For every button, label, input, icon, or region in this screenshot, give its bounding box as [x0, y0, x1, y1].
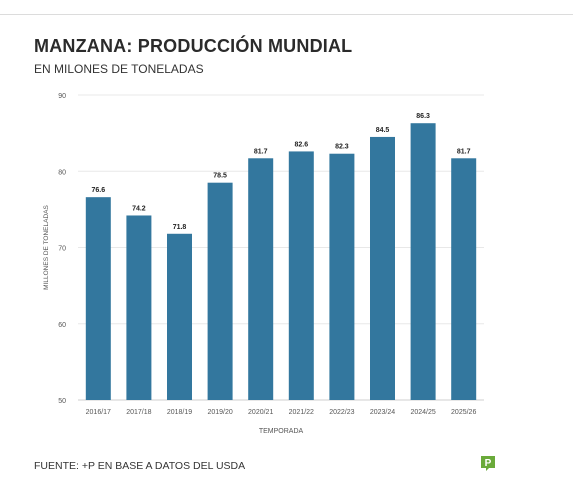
- bar: [370, 136, 395, 400]
- bar-value-label: 84.5: [376, 127, 390, 134]
- bar-value-label: 86.3: [416, 113, 430, 120]
- bar-value-label: 71.8: [173, 224, 187, 231]
- x-tick-label: 2021/22: [289, 409, 314, 416]
- brand-logo-icon: P: [481, 456, 495, 471]
- bar-value-label: 82.3: [335, 144, 349, 151]
- x-tick-label: 2019/20: [207, 409, 232, 416]
- bar-value-label: 81.7: [254, 148, 268, 155]
- bar: [248, 158, 274, 400]
- bar: [288, 151, 314, 400]
- chart-title: MANZANA: PRODUCCIÓN MUNDIAL: [34, 36, 353, 56]
- y-tick-label: 50: [58, 398, 66, 405]
- bar-value-label: 81.7: [457, 148, 471, 155]
- x-tick-label: 2017/18: [126, 409, 151, 416]
- y-tick-label: 80: [58, 169, 66, 176]
- bar-value-label: 76.6: [91, 187, 105, 194]
- bar-chart: 50 60 70 80 90 76.6 74.2 71.8 78.5 81.7 82.6 82.3 8…: [43, 93, 484, 435]
- bar: [207, 182, 233, 400]
- y-axis-ticks: 50 60 70 80 90: [58, 93, 66, 405]
- top-divider: [0, 14, 573, 15]
- bar: [410, 123, 436, 401]
- x-tick-label: 2020/21: [248, 409, 273, 416]
- bar: [451, 158, 477, 400]
- x-axis-title: TEMPORADA: [259, 428, 304, 435]
- bar: [329, 153, 355, 400]
- chart-subtitle: EN MILONES DE TONELADAS: [34, 62, 204, 76]
- bar: [126, 215, 152, 400]
- bar: [167, 233, 192, 400]
- x-tick-label: 2024/25: [410, 409, 435, 416]
- y-tick-label: 90: [58, 93, 66, 100]
- source-note: FUENTE: +P EN BASE A DATOS DEL USDA: [34, 460, 246, 472]
- bars: [85, 123, 477, 401]
- y-tick-label: 70: [58, 246, 66, 253]
- bar-value-label: 82.6: [294, 141, 308, 148]
- logo-letter: P: [485, 458, 492, 469]
- x-tick-label: 2023/24: [370, 409, 395, 416]
- y-tick-label: 60: [58, 322, 66, 329]
- x-tick-label: 2022/23: [329, 409, 354, 416]
- bar-value-label: 78.5: [213, 173, 227, 180]
- bar: [85, 197, 111, 400]
- x-tick-label: 2025/26: [451, 409, 476, 416]
- x-tick-label: 2018/19: [167, 409, 192, 416]
- x-tick-label: 2016/17: [86, 409, 111, 416]
- bar-value-label: 74.2: [132, 205, 146, 212]
- value-labels: 76.6 74.2 71.8 78.5 81.7 82.6 82.3 84.5 86.3 81.7: [91, 113, 470, 231]
- y-axis-title: MILLONES DE TONELADAS: [43, 205, 50, 290]
- x-axis-ticks: 2016/17 2017/18 2018/19 2019/20 2020/21 2021/…: [86, 409, 477, 416]
